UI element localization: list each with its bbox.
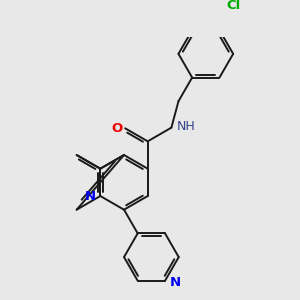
Text: NH: NH	[176, 120, 195, 133]
Text: N: N	[85, 190, 96, 202]
Text: N: N	[170, 276, 181, 289]
Text: O: O	[112, 122, 123, 135]
Text: Cl: Cl	[226, 0, 241, 12]
